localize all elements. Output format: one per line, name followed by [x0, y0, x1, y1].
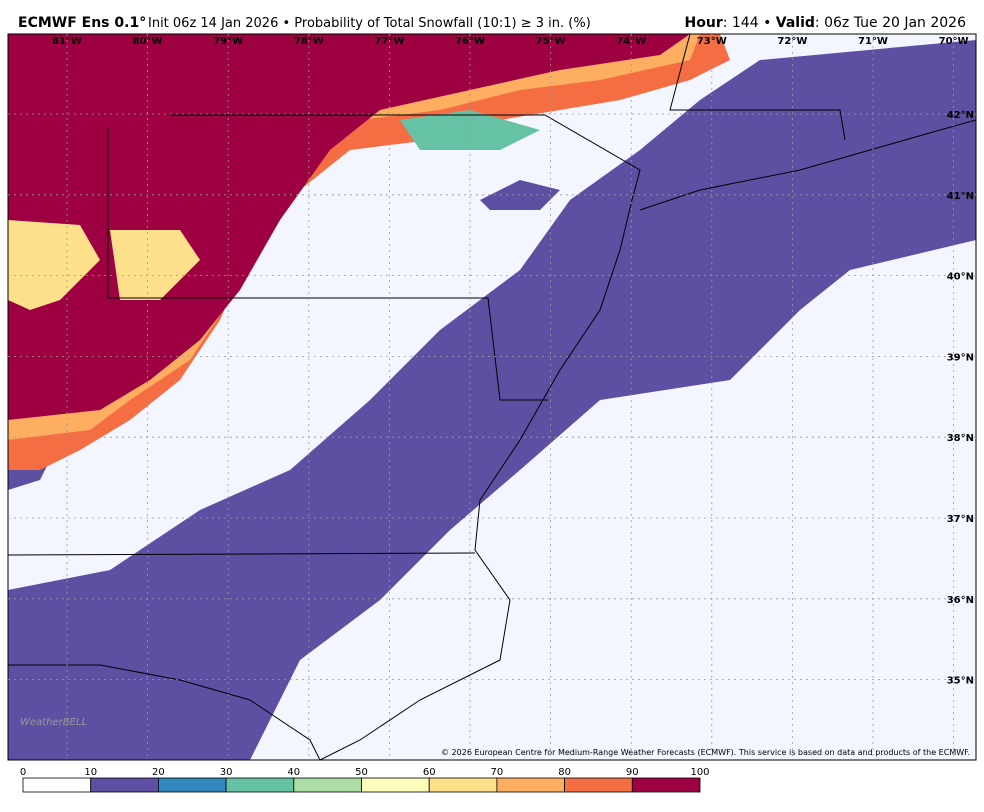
longitude-label: 74°W: [616, 36, 646, 47]
colorbar-tick-label: 10: [84, 767, 97, 778]
copyright: © 2026 European Centre for Medium-Range …: [441, 748, 970, 757]
colorbar-segment: [496, 777, 565, 793]
longitude-label: 75°W: [536, 36, 566, 47]
colorbar-tick-label: 100: [690, 767, 709, 778]
longitude-label: 71°W: [858, 36, 888, 47]
colorbar-segment: [157, 777, 227, 793]
longitude-label: 72°W: [777, 36, 807, 47]
colorbar-segment: [293, 777, 362, 793]
colorbar-tick-label: 50: [355, 767, 368, 778]
latitude-label: 38°N: [947, 433, 974, 444]
colorbar-segment: [90, 777, 159, 793]
valid-value: : 06z Tue 20 Jan 2026: [815, 15, 966, 31]
colorbar-tick-label: 30: [220, 767, 233, 778]
graticule: 81°W 80°W 79°W 78°W 77°W 76°W 75°W 74°W 73°W 72°W…: [8, 34, 976, 760]
latitude-label: 36°N: [947, 595, 974, 606]
state-border: [8, 664, 321, 760]
purple-region: [8, 40, 976, 760]
state-border: [669, 34, 846, 141]
valid-title: Hour: 144 • Valid: 06z Tue 20 Jan 2026: [685, 15, 967, 31]
state-border: [8, 552, 476, 556]
longitude-label: 78°W: [294, 36, 324, 47]
latitude-label: 37°N: [947, 514, 974, 525]
colorbar-segment: [361, 777, 430, 793]
copyright-bg: [455, 745, 976, 760]
colorbar-tick-label: 60: [423, 767, 436, 778]
longitude-label: 76°W: [455, 36, 485, 47]
coastline: [319, 199, 633, 760]
longitude-label: 77°W: [374, 36, 404, 47]
colorbar-segment: [22, 777, 92, 793]
colorbar-tick-label: 0: [20, 767, 26, 778]
colorbar-tick-label: 70: [491, 767, 504, 778]
latitude-label: 42°N: [947, 110, 974, 121]
state-border: [107, 128, 548, 401]
map-frame: [7, 33, 977, 761]
colorbar-tick-label: 90: [626, 767, 639, 778]
watermark: WeatherBELL: [20, 717, 87, 728]
longitude-label: 73°W: [697, 36, 727, 47]
colorbar-tick-label: 40: [287, 767, 300, 778]
colorbar-segment: [428, 777, 498, 793]
longitude-label: 81°W: [52, 36, 82, 47]
colorbar-segment: [631, 777, 701, 793]
colorbar-segment: [225, 777, 295, 793]
latitude-label: 40°N: [947, 272, 974, 283]
yellow-west: [8, 220, 100, 310]
colorbar-tick-label: 80: [558, 767, 571, 778]
latitude-label: 39°N: [947, 352, 974, 363]
longitude-label: 79°W: [213, 36, 243, 47]
longitude-label: 80°W: [133, 36, 163, 47]
red-region: [8, 34, 690, 420]
init-title: Init 06z 14 Jan 2026 • Probability of To…: [148, 16, 591, 31]
longitude-label: 70°W: [939, 36, 969, 47]
coastline: [639, 119, 976, 211]
hour-label: Hour: [685, 15, 723, 31]
yellow-west-2: [110, 230, 200, 300]
model-title: ECMWF Ens 0.1°: [18, 15, 146, 31]
map-area: WeatherBELL © 2026 European Centre for M…: [8, 34, 976, 760]
latitude-label: 41°N: [947, 191, 974, 202]
hour-value: : 144 •: [723, 15, 776, 31]
valid-label: Valid: [776, 15, 815, 31]
colorbar-tick-label: 20: [152, 767, 165, 778]
colorbar-segment: [564, 777, 633, 793]
colorbar: 0 10 20 30 40 50 60 70 80 90 100: [20, 767, 710, 793]
latitude-label: 35°N: [947, 676, 974, 687]
state-border: [170, 114, 641, 201]
